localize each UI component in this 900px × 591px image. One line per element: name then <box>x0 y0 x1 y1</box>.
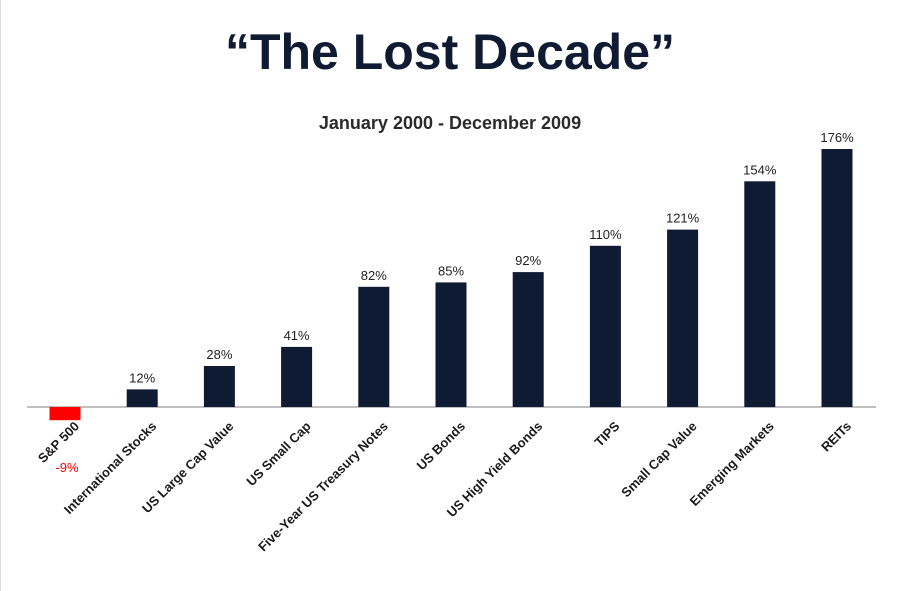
bar-4 <box>358 286 390 407</box>
category-label-9: Emerging Markets <box>687 419 777 509</box>
bar-9 <box>744 181 776 408</box>
chart-title: “The Lost Decade” <box>224 24 676 80</box>
chart-subtitle: January 2000 - December 2009 <box>318 113 582 133</box>
category-label-4: Five-Year US Treasury Notes <box>255 419 391 555</box>
category-label-10: REITs <box>818 419 854 455</box>
bar-3 <box>281 346 313 407</box>
bar-6 <box>512 272 544 407</box>
category-label-7: TIPS <box>591 418 622 449</box>
category-label-3: US Small Cap <box>243 418 313 488</box>
bar-value-label-5: 85% <box>438 263 464 278</box>
bar-1 <box>126 389 158 407</box>
bar-value-label-7: 110% <box>589 227 622 242</box>
bar-10 <box>821 149 853 407</box>
bar-2 <box>203 366 235 407</box>
bar-value-label-1: 12% <box>129 370 155 385</box>
bar-value-label-10: 176% <box>820 130 854 145</box>
category-label-5: US Bonds <box>414 419 469 474</box>
left-border-rule <box>0 0 1 591</box>
bar-value-label-3: 41% <box>284 328 310 343</box>
bar-5 <box>435 282 467 407</box>
bar-8 <box>667 229 699 407</box>
bar-value-label-2: 28% <box>206 347 232 362</box>
bar-value-label-6: 92% <box>515 253 541 268</box>
bar-value-label-4: 82% <box>361 268 387 283</box>
bar-value-label-9: 154% <box>743 162 777 177</box>
bar-0 <box>49 407 81 421</box>
category-label-8: Small Cap Value <box>618 419 700 501</box>
category-label-0: S&P 500 <box>35 419 82 466</box>
bar-7 <box>589 245 621 408</box>
bar-value-label-0: -9% <box>55 460 79 475</box>
bar-value-label-8: 121% <box>666 211 700 226</box>
